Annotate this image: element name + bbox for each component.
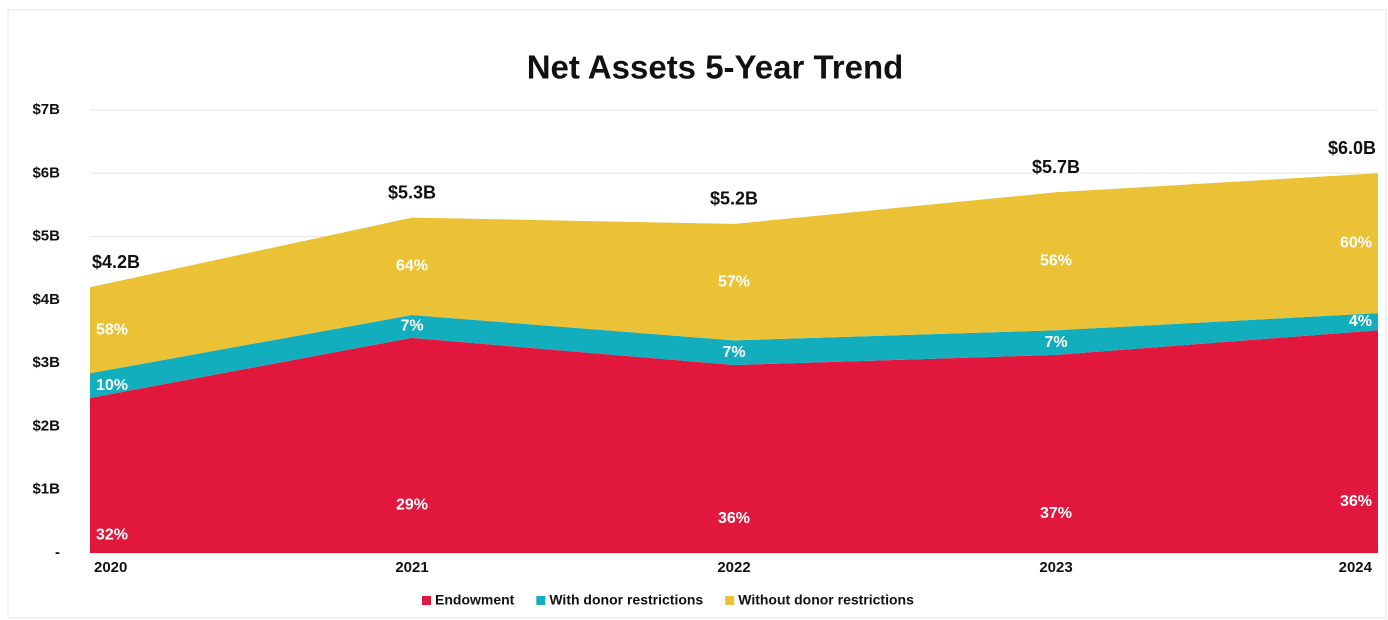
total-label: $6.0B — [1328, 138, 1376, 158]
x-tick-label: 2022 — [717, 559, 750, 576]
legend-swatch — [422, 596, 431, 605]
legend-label: Endowment — [435, 592, 515, 608]
legend-label: With donor restrictions — [549, 592, 703, 608]
share-label: 64% — [396, 258, 428, 275]
y-tick-label: $2B — [32, 417, 60, 434]
chart-title: Net Assets 5-Year Trend — [527, 49, 904, 86]
share-label: 57% — [718, 273, 750, 290]
x-tick-label: 2020 — [94, 559, 127, 576]
total-label: $5.7B — [1032, 157, 1080, 177]
share-label: 4% — [1349, 313, 1372, 330]
share-label: 36% — [718, 510, 750, 527]
total-label: $4.2B — [92, 252, 140, 272]
share-label: 37% — [1040, 505, 1072, 522]
share-label: 36% — [1340, 493, 1372, 510]
share-label: 60% — [1340, 234, 1372, 251]
total-label: $5.3B — [388, 182, 436, 202]
share-label: 7% — [1044, 334, 1067, 351]
share-label: 10% — [96, 377, 128, 394]
share-label: 7% — [400, 318, 423, 335]
legend-swatch — [536, 596, 546, 605]
y-tick-label: - — [55, 544, 60, 561]
area — [90, 173, 1378, 374]
y-tick-label: $7B — [32, 101, 60, 118]
legend-label: Without donor restrictions — [738, 592, 914, 608]
share-label: 7% — [722, 344, 745, 361]
share-label: 58% — [96, 321, 128, 338]
y-tick-label: $3B — [32, 354, 60, 371]
share-label: 29% — [396, 497, 428, 514]
share-label: 32% — [96, 527, 128, 544]
y-tick-label: $1B — [32, 481, 60, 498]
area — [90, 313, 1378, 398]
legend-swatch — [725, 596, 735, 605]
total-label: $5.2B — [710, 189, 758, 209]
share-label: 56% — [1040, 252, 1072, 269]
x-tick-label: 2024 — [1339, 559, 1373, 576]
x-tick-label: 2023 — [1039, 559, 1072, 576]
y-tick-label: $6B — [32, 164, 60, 181]
y-tick-label: $4B — [32, 291, 60, 308]
y-tick-label: $5B — [32, 228, 60, 245]
area — [90, 330, 1378, 553]
x-tick-label: 2021 — [395, 559, 428, 576]
